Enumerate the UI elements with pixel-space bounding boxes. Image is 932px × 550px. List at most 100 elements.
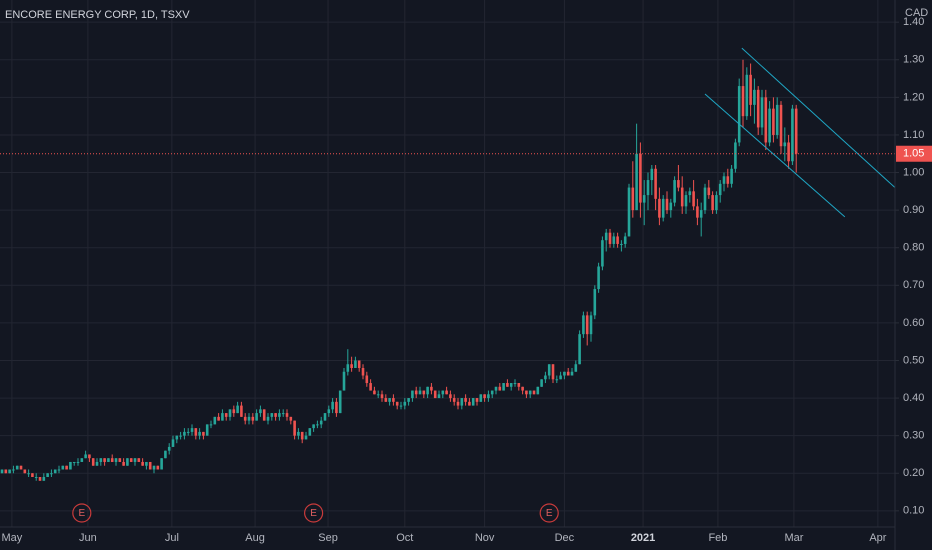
trendline [704, 93, 846, 218]
candle-body [369, 383, 372, 391]
candle-body [88, 454, 91, 459]
candle-body [646, 180, 650, 196]
candle-body [661, 198, 665, 218]
candle-body [198, 431, 201, 436]
candle-body [399, 405, 403, 407]
candle-body [635, 153, 638, 211]
candle-body [654, 168, 657, 199]
candle-body [430, 386, 433, 391]
candle-body [445, 390, 448, 395]
candle-body [692, 191, 695, 207]
candle-body [479, 394, 483, 402]
candle-body [388, 398, 391, 402]
candle-body [570, 371, 574, 376]
x-tick-label: May [2, 532, 23, 544]
candle-body [266, 416, 270, 421]
candle-body [380, 394, 384, 399]
candle-body [221, 413, 224, 421]
candle-body [84, 454, 87, 459]
candle-body [289, 416, 293, 421]
candle-body [12, 469, 15, 471]
candle-body [107, 458, 110, 462]
candle-body [61, 465, 65, 470]
candle-body [528, 390, 532, 395]
x-tick-label: Feb [708, 532, 727, 544]
candle-body [745, 74, 749, 117]
candle-body [407, 398, 410, 402]
candle-body [422, 390, 426, 395]
candle-body [319, 420, 323, 425]
candle-body [255, 413, 258, 421]
candle-body [15, 465, 19, 470]
candle-body [300, 431, 304, 440]
candle-body [213, 416, 217, 425]
y-tick-label: 0.60 [903, 317, 924, 329]
candle-body [411, 390, 414, 399]
candle-body [232, 409, 236, 414]
candle-body [585, 315, 589, 335]
candle-body [574, 364, 578, 372]
candle-body [376, 394, 380, 396]
candle-body [559, 375, 562, 380]
candle-body [741, 86, 745, 117]
candle-body [456, 401, 460, 406]
candle-body [65, 465, 68, 470]
y-tick-label: 0.10 [903, 505, 924, 517]
candle-body [209, 424, 213, 426]
axes: 0.10 0.20 0.30 0.40 0.50 0.60 0.70 0.80 0.90 1.00… [2, 16, 932, 544]
candle-body [183, 431, 186, 436]
candle-body [126, 458, 129, 466]
candle-body [46, 473, 49, 478]
candle-body [506, 383, 509, 387]
y-tick-label: 1.00 [903, 166, 924, 178]
candle-body [718, 183, 722, 196]
candle-body [312, 424, 315, 429]
y-tick-label: 1.40 [903, 16, 924, 28]
candle-body [494, 386, 498, 391]
candle-body [696, 206, 699, 218]
x-tick-label: Sep [318, 532, 338, 544]
earnings-marker [539, 503, 559, 523]
candle-body [148, 461, 152, 470]
y-tick-label: 1.20 [903, 91, 924, 103]
x-tick-label: Jul [165, 532, 179, 544]
candle-body [498, 386, 502, 391]
candle-body [293, 420, 296, 436]
candle-body [8, 469, 11, 474]
candle-body [34, 477, 38, 479]
candle-body [794, 108, 798, 154]
candle-body [737, 86, 741, 143]
candle-body [601, 240, 604, 267]
candle-body [27, 473, 30, 475]
x-tick-label: Nov [475, 532, 495, 544]
earnings-label: E [310, 508, 317, 519]
candle-body [749, 74, 752, 105]
x-tick-label: Mar [784, 532, 803, 544]
candle-body [118, 458, 122, 462]
candle-body [243, 416, 247, 421]
candle-body [684, 195, 688, 207]
candle-body [194, 428, 198, 436]
candle-body [582, 315, 585, 335]
candle-body [236, 405, 239, 414]
candle-body [392, 398, 395, 402]
candle-body [270, 413, 274, 417]
candle-body [775, 104, 779, 135]
candle-body [274, 413, 277, 417]
candle-body [627, 187, 631, 237]
candle-body [449, 394, 452, 399]
candle-body [669, 202, 673, 211]
candle-body [753, 89, 756, 105]
candle-body [703, 187, 707, 211]
candle-body [53, 469, 57, 474]
candle-body [677, 180, 680, 188]
candle-body [42, 477, 46, 481]
candle-body [251, 416, 255, 421]
candle-body [589, 315, 593, 335]
candle-body [57, 469, 61, 471]
candle-body [403, 401, 407, 406]
candle-body [593, 289, 597, 316]
